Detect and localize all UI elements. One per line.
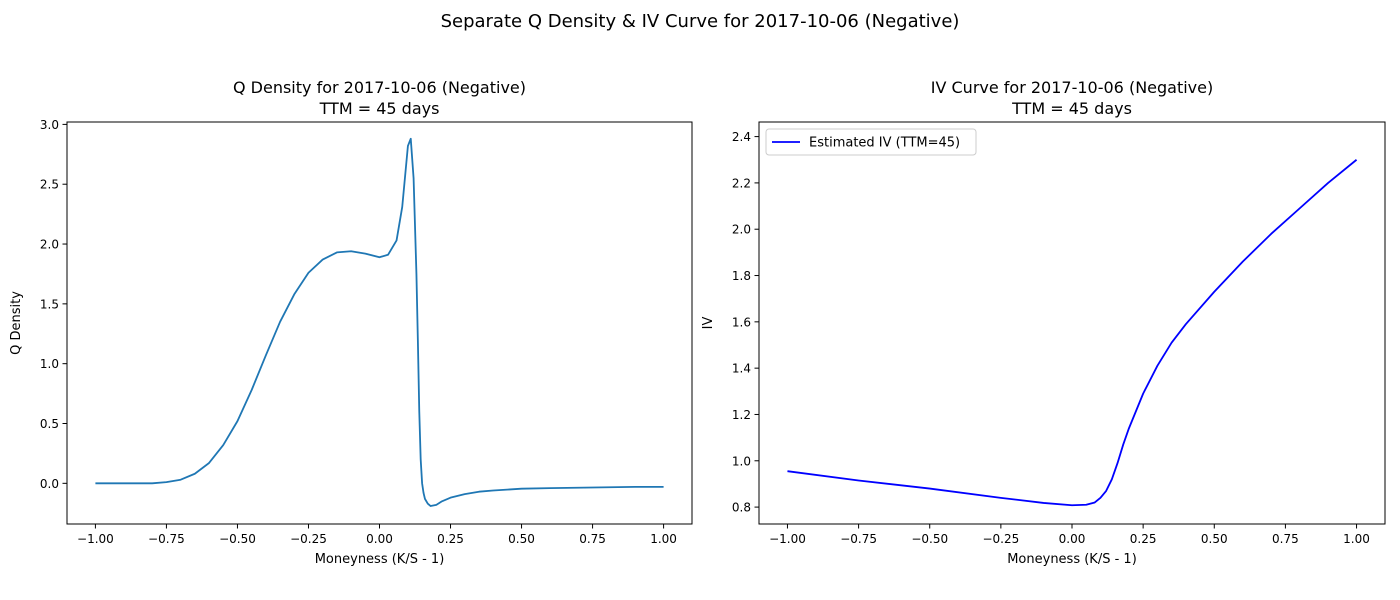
y-tick-label: 0.0 bbox=[40, 477, 59, 491]
x-tick-label: 0.00 bbox=[366, 532, 393, 546]
y-tick-label: 2.2 bbox=[732, 176, 751, 190]
x-tick-label: 0.00 bbox=[1059, 532, 1086, 546]
q-density-title: Q Density for 2017-10-06 (Negative) bbox=[233, 78, 526, 97]
iv-curve-chart: IV Curve for 2017-10-06 (Negative) TTM = … bbox=[701, 78, 1386, 567]
x-tick-label: 0.75 bbox=[579, 532, 606, 546]
iv-curve-legend: Estimated IV (TTM=45) bbox=[765, 128, 977, 156]
q-density-x-axis-label: Moneyness (K/S - 1) bbox=[315, 552, 445, 567]
x-tick-label: 1.00 bbox=[1343, 532, 1370, 546]
x-tick-label: 0.25 bbox=[437, 532, 464, 546]
y-tick-label: 2.0 bbox=[732, 223, 751, 237]
legend-box bbox=[765, 128, 977, 156]
iv-curve-axes-frame bbox=[758, 121, 1386, 525]
x-tick-label: 0.75 bbox=[1272, 532, 1299, 546]
x-tick-label: −0.75 bbox=[148, 532, 185, 546]
iv-curve-y-axis-label: IV bbox=[701, 317, 716, 330]
iv-curve-title: IV Curve for 2017-10-06 (Negative) bbox=[931, 78, 1213, 97]
y-tick-label: 1.0 bbox=[40, 357, 59, 371]
legend-label: Estimated IV (TTM=45) bbox=[809, 136, 960, 151]
y-tick-label: 1.2 bbox=[732, 408, 751, 422]
x-tick-label: −0.75 bbox=[840, 532, 877, 546]
q-density-axes-frame bbox=[66, 121, 693, 525]
x-tick-label: −1.00 bbox=[77, 532, 114, 546]
x-tick-label: 0.50 bbox=[508, 532, 535, 546]
x-tick-label: −0.50 bbox=[219, 532, 256, 546]
figure-title: Separate Q Density & IV Curve for 2017-1… bbox=[441, 11, 960, 32]
q-density-y-axis-label: Q Density bbox=[9, 291, 24, 355]
y-tick-label: 2.4 bbox=[732, 130, 751, 144]
y-tick-label: 1.6 bbox=[732, 315, 751, 329]
y-tick-label: 1.4 bbox=[732, 362, 751, 376]
x-tick-label: −0.25 bbox=[290, 532, 327, 546]
y-tick-label: 0.8 bbox=[732, 501, 751, 515]
iv-curve-series-line bbox=[787, 159, 1358, 507]
y-tick-label: 1.5 bbox=[40, 297, 59, 311]
x-tick-label: 0.25 bbox=[1130, 532, 1157, 546]
q-density-series-line bbox=[95, 137, 664, 507]
y-tick-label: 2.0 bbox=[40, 238, 59, 252]
q-density-chart: Q Density for 2017-10-06 (Negative) TTM =… bbox=[9, 78, 693, 567]
y-tick-label: 3.0 bbox=[40, 118, 59, 132]
q-density-subtitle: TTM = 45 days bbox=[319, 99, 440, 118]
y-tick-label: 1.0 bbox=[732, 454, 751, 468]
x-tick-label: −1.00 bbox=[769, 532, 806, 546]
x-tick-label: −0.25 bbox=[982, 532, 1019, 546]
x-tick-label: −0.50 bbox=[911, 532, 948, 546]
y-tick-label: 0.5 bbox=[40, 417, 59, 431]
iv-curve-x-axis-label: Moneyness (K/S - 1) bbox=[1007, 552, 1137, 567]
y-tick-label: 1.8 bbox=[732, 269, 751, 283]
x-tick-label: 1.00 bbox=[650, 532, 677, 546]
y-tick-label: 2.5 bbox=[40, 178, 59, 192]
x-tick-label: 0.50 bbox=[1201, 532, 1228, 546]
iv-curve-subtitle: TTM = 45 days bbox=[1011, 99, 1132, 118]
